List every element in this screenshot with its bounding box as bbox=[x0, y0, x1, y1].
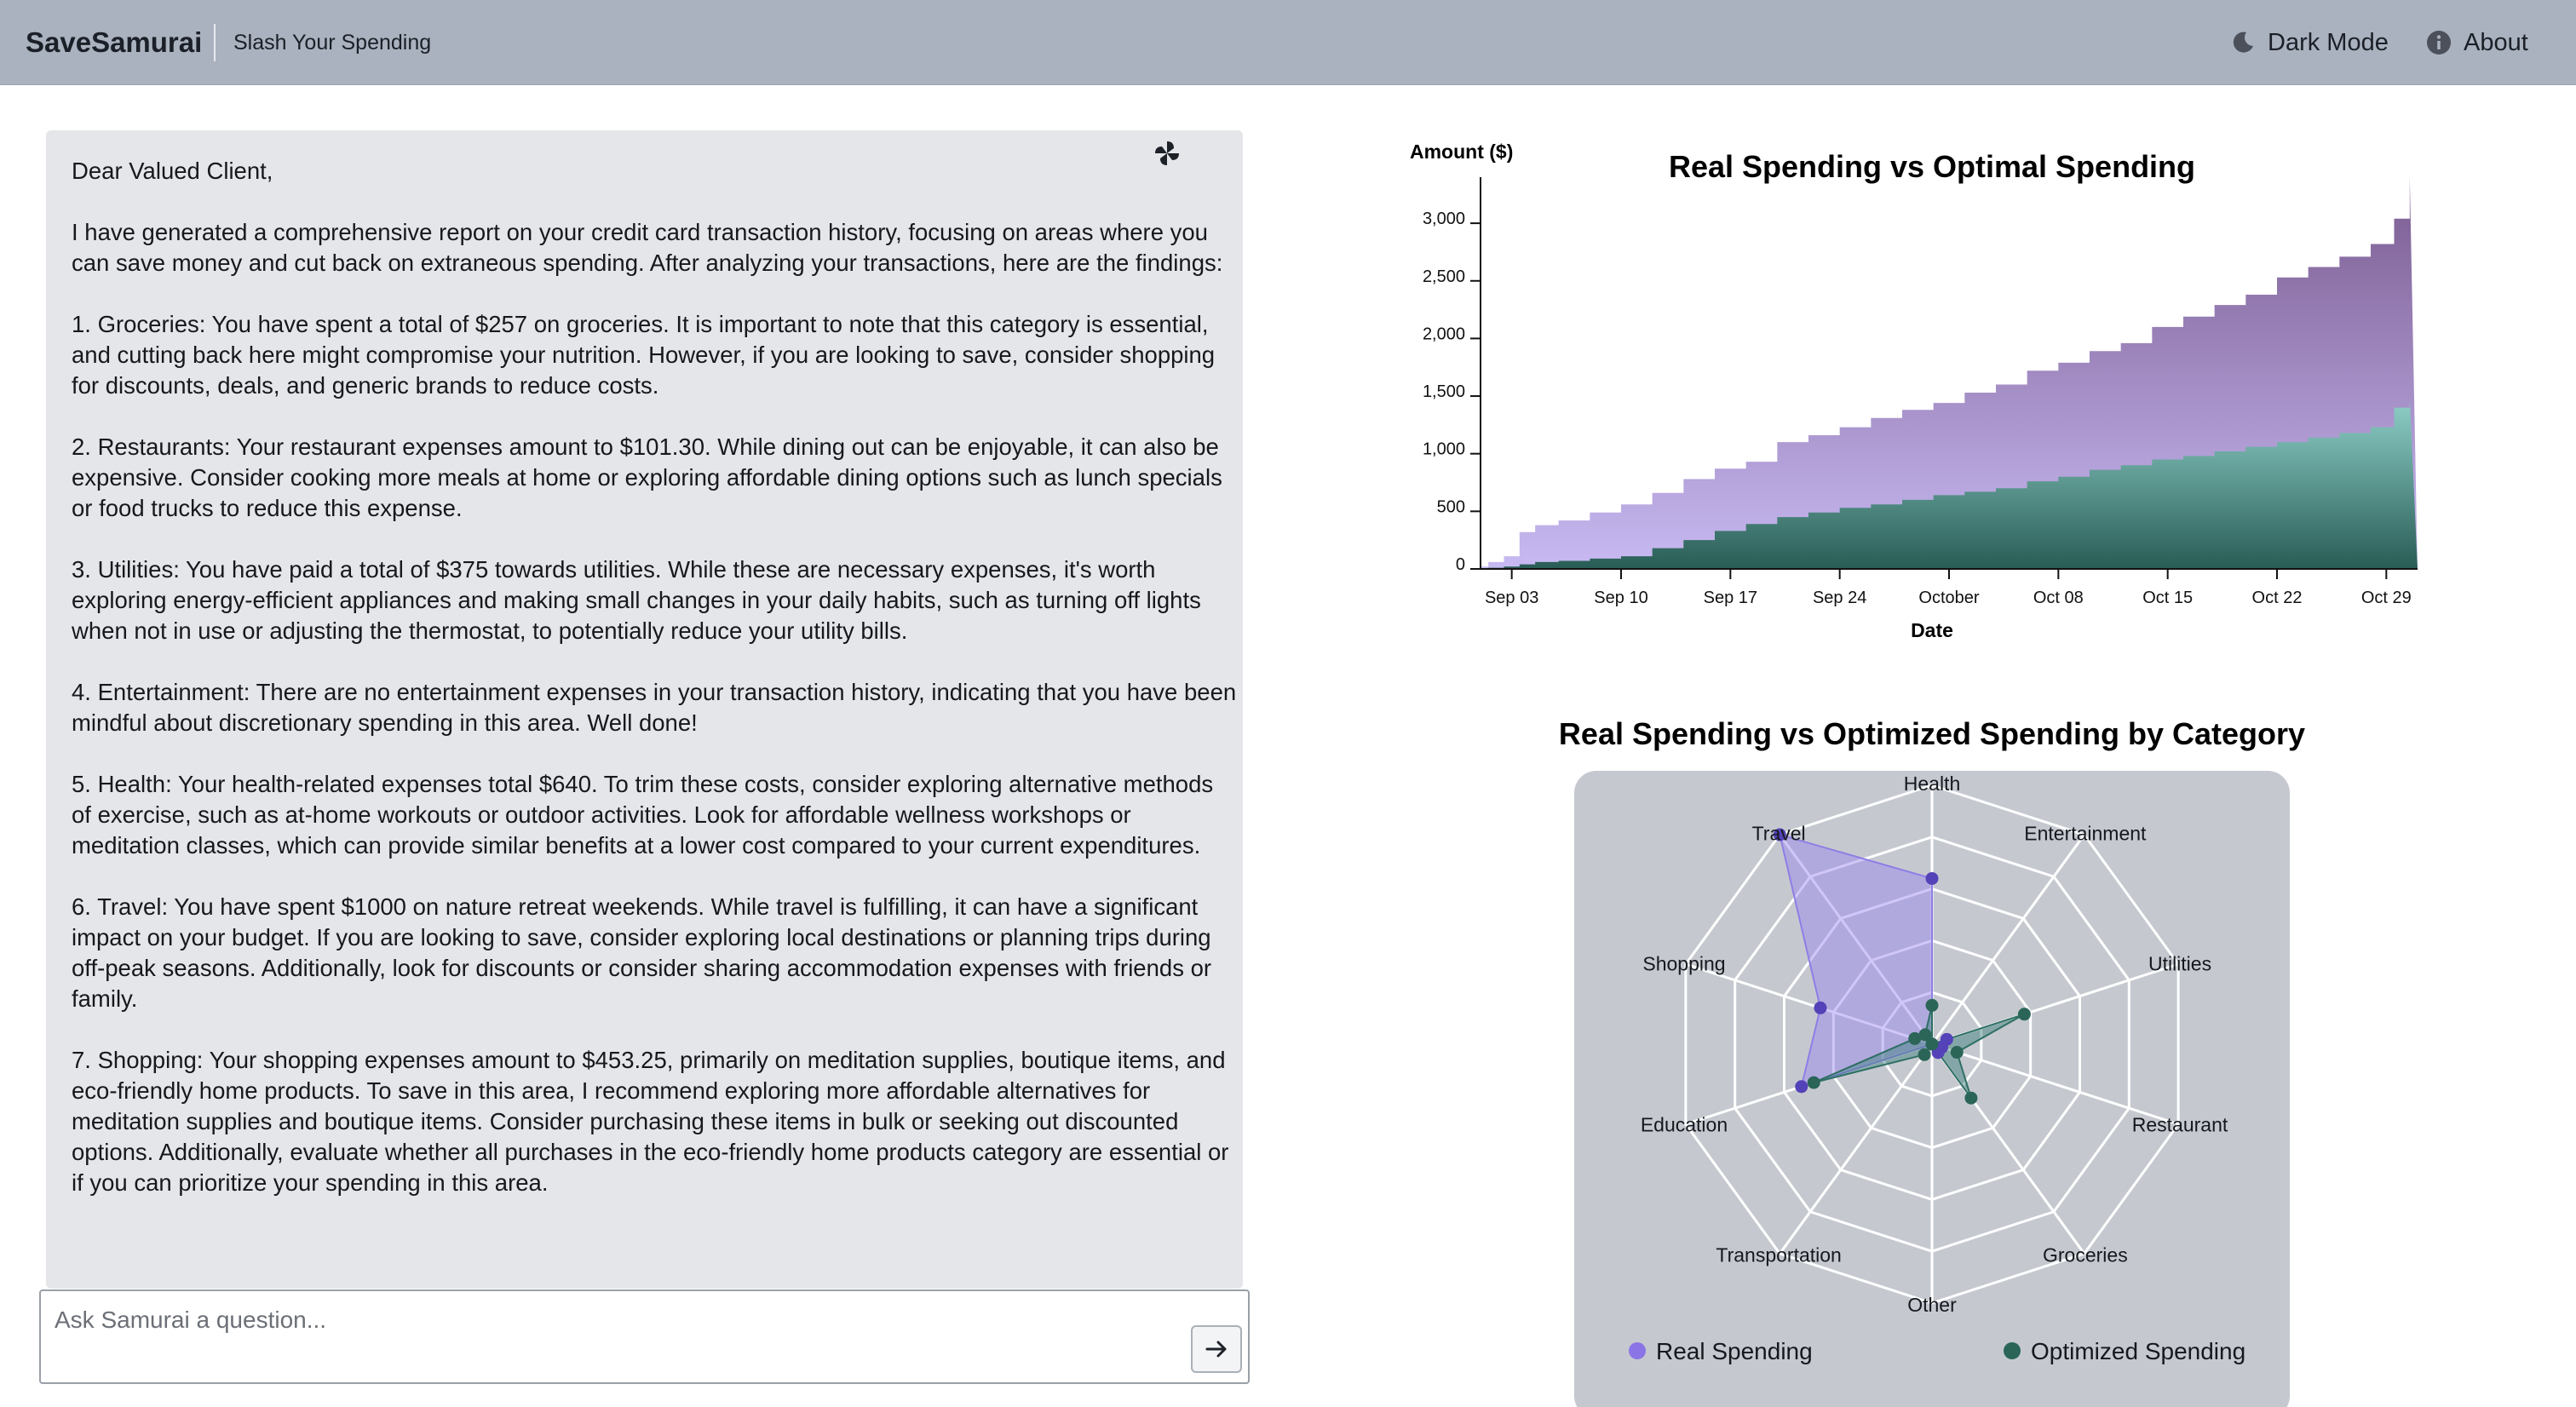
radar-category-label: Education bbox=[1641, 1114, 1728, 1136]
report-paragraph: 4. Entertainment: There are no entertain… bbox=[72, 679, 1237, 736]
tagline: Slash Your Spending bbox=[233, 31, 432, 55]
y-tick-label: 3,000 bbox=[1423, 210, 1465, 228]
report-text: Dear Valued Client, I have generated a c… bbox=[72, 156, 1239, 1198]
radar-point[interactable] bbox=[1807, 1076, 1820, 1089]
radar-point[interactable] bbox=[1773, 828, 1786, 841]
radar-point[interactable] bbox=[1964, 1091, 1978, 1105]
about-link[interactable]: About bbox=[2426, 26, 2528, 60]
arrow-right-icon bbox=[1205, 1341, 1227, 1358]
x-tick-label: Sep 10 bbox=[1594, 589, 1647, 607]
report-paragraph: 3. Utilities: You have paid a total of $… bbox=[72, 556, 1201, 644]
radar-point[interactable] bbox=[1918, 1028, 1932, 1042]
x-tick-label: Oct 29 bbox=[2361, 589, 2412, 607]
legend-swatch bbox=[2004, 1342, 2021, 1359]
radar-point[interactable] bbox=[1918, 1048, 1931, 1061]
radar-point[interactable] bbox=[1795, 1080, 1808, 1094]
radar-spoke bbox=[1685, 962, 1933, 1046]
radar-spoke bbox=[1931, 1042, 2179, 1126]
report-paragraph: 1. Groceries: You have spent a total of … bbox=[72, 311, 1216, 399]
radar-category-label: Transportation bbox=[1716, 1244, 1841, 1266]
radar-point[interactable] bbox=[1925, 871, 1939, 885]
legend-label[interactable]: Optimized Spending bbox=[2031, 1338, 2245, 1364]
legend-label[interactable]: Real Spending bbox=[1656, 1338, 1813, 1364]
x-tick-label: October bbox=[1918, 589, 1979, 607]
x-tick-label: Sep 17 bbox=[1704, 589, 1757, 607]
chart-title: Real Spending vs Optimal Spending bbox=[1669, 149, 2195, 184]
radar-chart: Real Spending vs Optimized Spending by C… bbox=[1559, 716, 2305, 1364]
radar-title: Real Spending vs Optimized Spending by C… bbox=[1559, 716, 2305, 751]
brand-divider bbox=[214, 24, 216, 61]
radar-category-label: Utilities bbox=[2148, 952, 2211, 974]
report-paragraph: Dear Valued Client, bbox=[72, 158, 273, 184]
report-paragraph: 7. Shopping: Your shopping expenses amou… bbox=[72, 1047, 1229, 1196]
x-tick-label: Oct 15 bbox=[2142, 589, 2193, 607]
top-nav-bar: SaveSamurai Slash Your Spending Dark Mod… bbox=[0, 0, 2576, 85]
x-tick-label: Sep 24 bbox=[1813, 589, 1866, 607]
legend-swatch bbox=[1629, 1342, 1646, 1359]
question-input[interactable] bbox=[55, 1301, 1162, 1339]
radar-point[interactable] bbox=[1950, 1046, 1964, 1060]
x-tick-label: Sep 03 bbox=[1485, 589, 1538, 607]
radar-point[interactable] bbox=[1925, 1037, 1939, 1051]
report-paragraph: 5. Health: Your health-related expenses … bbox=[72, 771, 1214, 859]
y-tick-label: 2,000 bbox=[1423, 324, 1465, 343]
area-series-optimal-spending bbox=[1481, 398, 2418, 569]
radar-spoke bbox=[1930, 834, 2085, 1045]
area-chart: Amount ($) Real Spending vs Optimal Spen… bbox=[1410, 141, 2418, 641]
brand-logo[interactable]: SaveSamurai bbox=[26, 26, 203, 58]
chat-box bbox=[39, 1289, 1250, 1384]
y-tick-label: 0 bbox=[1456, 555, 1465, 574]
pinwheel-icon[interactable] bbox=[1152, 138, 1182, 169]
report-panel: Dear Valued Client, I have generated a c… bbox=[46, 130, 1243, 1289]
x-tick-label: Oct 08 bbox=[2033, 589, 2084, 607]
radar-category-label: Groceries bbox=[2043, 1244, 2128, 1266]
radar-category-label: Other bbox=[1907, 1294, 1957, 1316]
y-tick-label: 1,500 bbox=[1423, 382, 1465, 401]
x-axis-label: Date bbox=[1911, 619, 1953, 641]
report-paragraph: I have generated a comprehensive report … bbox=[72, 219, 1223, 276]
radar-point[interactable] bbox=[2017, 1008, 2031, 1021]
x-tick-label: Oct 22 bbox=[2252, 589, 2303, 607]
radar-category-label: Travel bbox=[1752, 822, 1806, 844]
radar-spoke bbox=[1779, 834, 1934, 1045]
send-button[interactable] bbox=[1191, 1325, 1242, 1373]
y-tick-label: 500 bbox=[1437, 497, 1465, 516]
report-paragraph: 2. Restaurants: Your restaurant expenses… bbox=[72, 434, 1222, 521]
dark-mode-toggle[interactable]: Dark Mode bbox=[2230, 26, 2389, 60]
y-tick-label: 2,500 bbox=[1423, 267, 1465, 286]
report-paragraph: 6. Travel: You have spent $1000 on natur… bbox=[72, 893, 1212, 1012]
radar-point[interactable] bbox=[1908, 1031, 1922, 1045]
radar-spoke bbox=[1779, 1043, 1934, 1255]
radar-category-label: Entertainment bbox=[2024, 822, 2147, 844]
y-axis-label: Amount ($) bbox=[1410, 141, 1513, 163]
about-label: About bbox=[2464, 28, 2528, 56]
y-tick-label: 1,000 bbox=[1423, 440, 1465, 459]
radar-point[interactable] bbox=[1814, 1001, 1827, 1014]
radar-category-label: Health bbox=[1904, 772, 1960, 795]
radar-point[interactable] bbox=[1925, 998, 1939, 1012]
radar-category-label: Shopping bbox=[1642, 952, 1725, 974]
dark-mode-label: Dark Mode bbox=[2268, 28, 2389, 56]
radar-category-label: Restaurant bbox=[2132, 1114, 2228, 1136]
moon-icon bbox=[2233, 32, 2253, 53]
info-icon bbox=[2427, 31, 2451, 55]
